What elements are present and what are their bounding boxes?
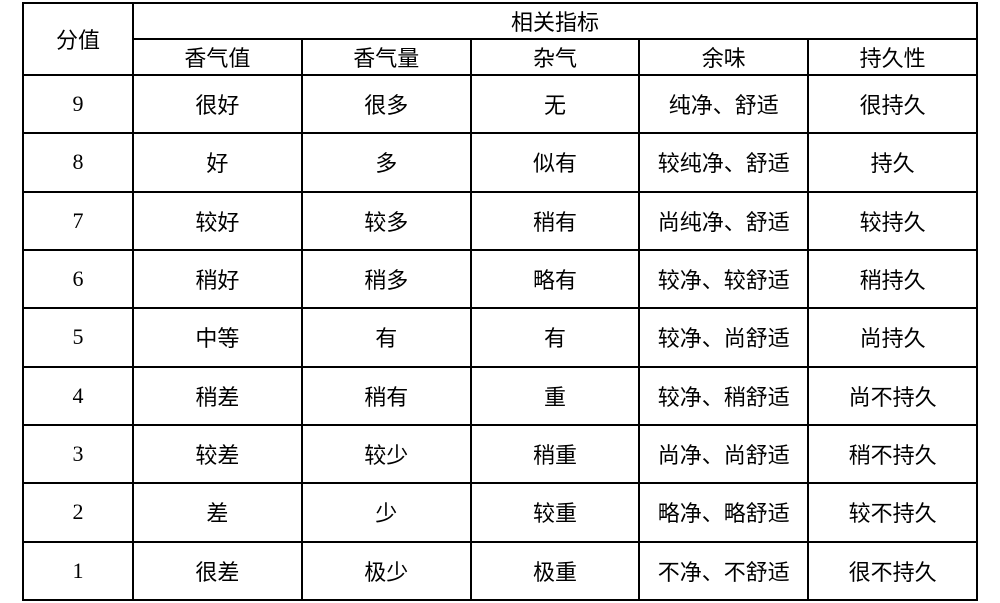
data-cell: 多 (302, 133, 471, 191)
data-cell: 较好 (133, 192, 302, 250)
data-cell: 有 (302, 308, 471, 366)
data-cell: 尚净、尚舒适 (639, 425, 808, 483)
score-cell: 7 (23, 192, 133, 250)
data-cell: 尚不持久 (808, 367, 977, 425)
table-head: 分值 相关指标 香气值 香气量 杂气 余味 持久性 (23, 3, 977, 75)
data-cell: 很持久 (808, 75, 977, 133)
data-cell: 极重 (471, 542, 640, 600)
data-cell: 较少 (302, 425, 471, 483)
data-cell: 中等 (133, 308, 302, 366)
data-cell: 较持久 (808, 192, 977, 250)
data-cell: 差 (133, 483, 302, 541)
table-row: 2差少较重略净、略舒适较不持久 (23, 483, 977, 541)
data-cell: 很多 (302, 75, 471, 133)
data-cell: 无 (471, 75, 640, 133)
table-row: 5中等有有较净、尚舒适尚持久 (23, 308, 977, 366)
table-row: 4稍差稍有重较净、稍舒适尚不持久 (23, 367, 977, 425)
data-cell: 尚持久 (808, 308, 977, 366)
table-container: 分值 相关指标 香气值 香气量 杂气 余味 持久性 9很好很多无纯净、舒适很持久… (0, 0, 1000, 603)
data-cell: 持久 (808, 133, 977, 191)
data-cell: 很不持久 (808, 542, 977, 600)
header-col-4: 持久性 (808, 39, 977, 75)
table-row: 9很好很多无纯净、舒适很持久 (23, 75, 977, 133)
header-col-3: 余味 (639, 39, 808, 75)
table-row: 8好多似有较纯净、舒适持久 (23, 133, 977, 191)
header-score: 分值 (23, 3, 133, 75)
data-cell: 稍好 (133, 250, 302, 308)
header-row-1: 分值 相关指标 (23, 3, 977, 39)
header-col-0: 香气值 (133, 39, 302, 75)
data-cell: 稍有 (471, 192, 640, 250)
data-cell: 重 (471, 367, 640, 425)
data-cell: 不净、不舒适 (639, 542, 808, 600)
table-row: 6稍好稍多略有较净、较舒适稍持久 (23, 250, 977, 308)
score-cell: 3 (23, 425, 133, 483)
data-cell: 较纯净、舒适 (639, 133, 808, 191)
data-cell: 稍重 (471, 425, 640, 483)
data-cell: 稍持久 (808, 250, 977, 308)
evaluation-table: 分值 相关指标 香气值 香气量 杂气 余味 持久性 9很好很多无纯净、舒适很持久… (22, 2, 978, 601)
data-cell: 稍多 (302, 250, 471, 308)
score-cell: 1 (23, 542, 133, 600)
data-cell: 很好 (133, 75, 302, 133)
score-cell: 8 (23, 133, 133, 191)
score-cell: 4 (23, 367, 133, 425)
score-cell: 5 (23, 308, 133, 366)
data-cell: 好 (133, 133, 302, 191)
data-cell: 尚纯净、舒适 (639, 192, 808, 250)
table-row: 3较差较少稍重尚净、尚舒适稍不持久 (23, 425, 977, 483)
header-col-2: 杂气 (471, 39, 640, 75)
score-cell: 2 (23, 483, 133, 541)
header-row-2: 香气值 香气量 杂气 余味 持久性 (23, 39, 977, 75)
data-cell: 较差 (133, 425, 302, 483)
data-cell: 较多 (302, 192, 471, 250)
table-row: 7较好较多稍有尚纯净、舒适较持久 (23, 192, 977, 250)
data-cell: 有 (471, 308, 640, 366)
table-row: 1很差极少极重不净、不舒适很不持久 (23, 542, 977, 600)
header-col-1: 香气量 (302, 39, 471, 75)
data-cell: 似有 (471, 133, 640, 191)
data-cell: 很差 (133, 542, 302, 600)
data-cell: 较净、稍舒适 (639, 367, 808, 425)
data-cell: 少 (302, 483, 471, 541)
data-cell: 稍差 (133, 367, 302, 425)
data-cell: 较重 (471, 483, 640, 541)
table-body: 9很好很多无纯净、舒适很持久8好多似有较纯净、舒适持久7较好较多稍有尚纯净、舒适… (23, 75, 977, 600)
data-cell: 较净、尚舒适 (639, 308, 808, 366)
header-indicators-group: 相关指标 (133, 3, 977, 39)
data-cell: 纯净、舒适 (639, 75, 808, 133)
data-cell: 略净、略舒适 (639, 483, 808, 541)
data-cell: 稍不持久 (808, 425, 977, 483)
data-cell: 较净、较舒适 (639, 250, 808, 308)
data-cell: 略有 (471, 250, 640, 308)
score-cell: 9 (23, 75, 133, 133)
data-cell: 稍有 (302, 367, 471, 425)
data-cell: 较不持久 (808, 483, 977, 541)
score-cell: 6 (23, 250, 133, 308)
data-cell: 极少 (302, 542, 471, 600)
